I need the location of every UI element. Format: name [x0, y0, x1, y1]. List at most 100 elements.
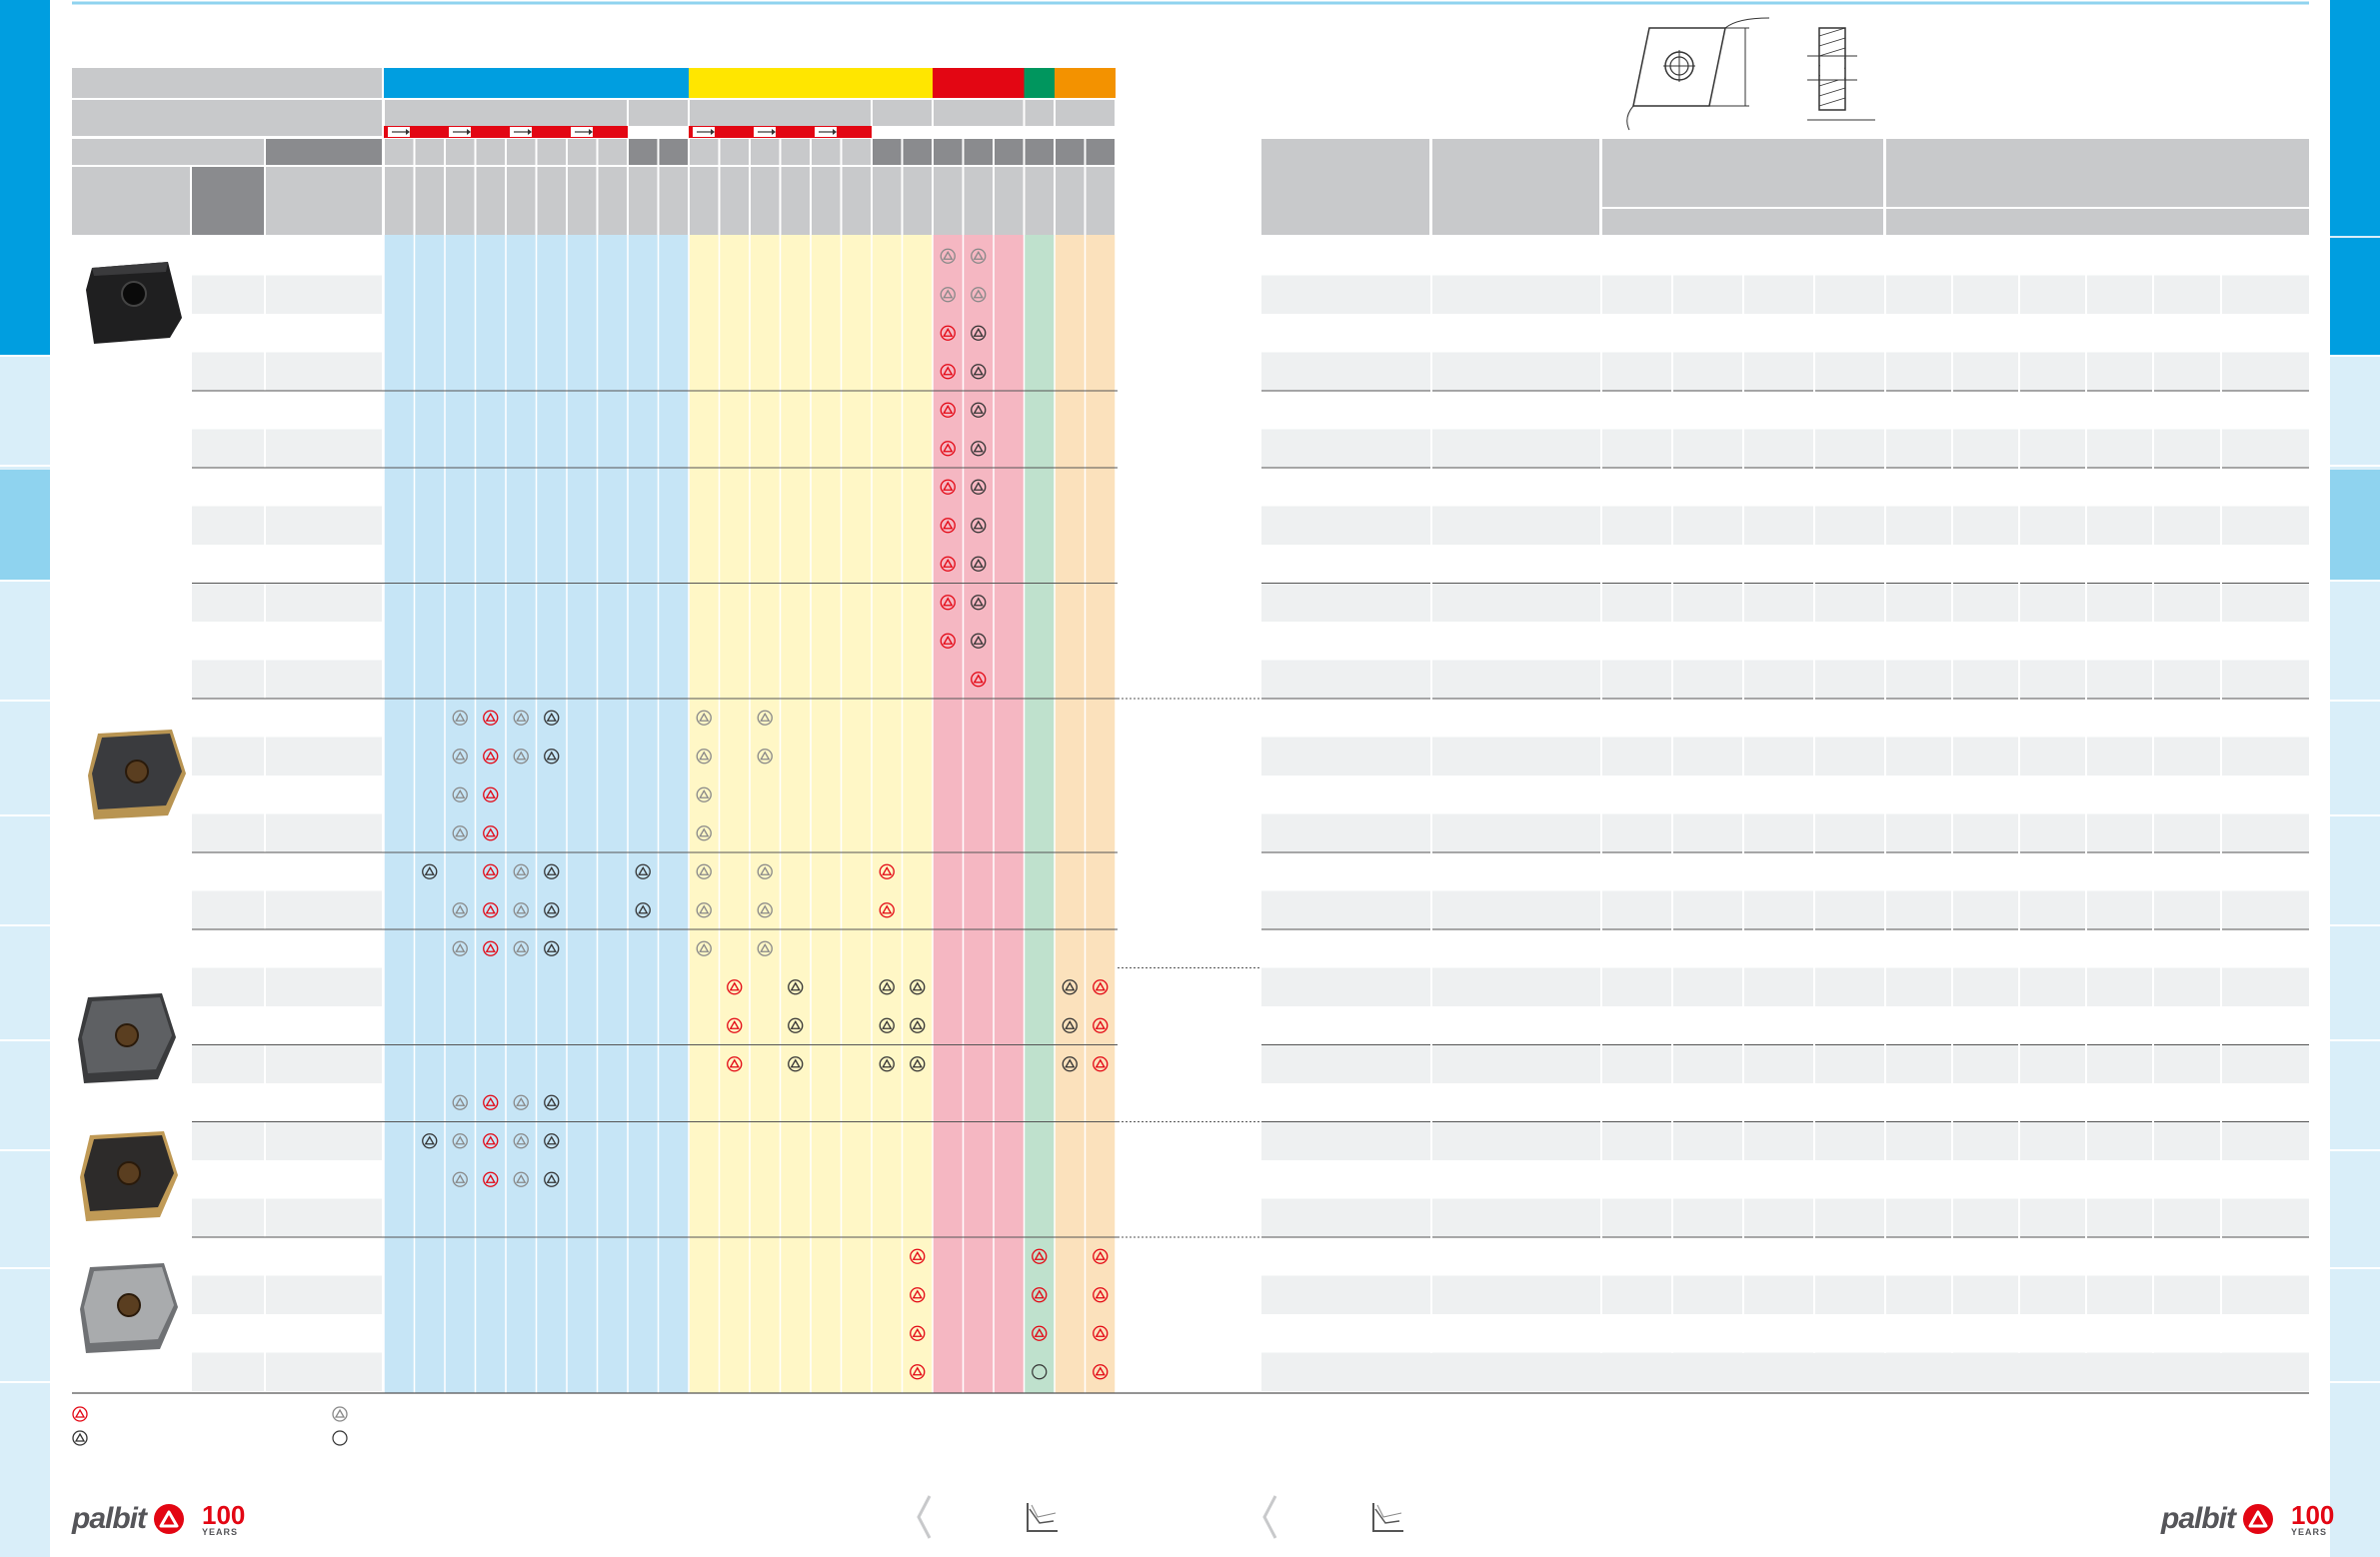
symbol-ring — [788, 1056, 804, 1072]
symbol-ring — [544, 902, 560, 918]
speed-feed-graph-icon[interactable] — [1024, 1501, 1060, 1535]
spec-row-stripe — [1261, 583, 2309, 622]
symbol-triangle — [1065, 981, 1076, 991]
arrow-head-icon — [406, 129, 410, 135]
symbol-triangle — [912, 1289, 923, 1299]
years-badge-right: 100 YEARS — [2291, 1502, 2334, 1537]
side-tab-right — [2330, 1269, 2380, 1381]
symbol-triangle — [912, 1327, 923, 1337]
red-triangle-grade-icon — [483, 940, 499, 956]
row-stripe — [192, 1275, 264, 1314]
red-triangle-grade-icon — [940, 633, 956, 649]
symbol-ring — [544, 940, 560, 956]
side-tab-left — [0, 237, 50, 355]
symbol-ring — [971, 402, 987, 418]
row-stripe — [266, 1275, 382, 1314]
insert-hole — [117, 1293, 141, 1317]
symbol-triangle — [485, 751, 496, 761]
arrow-head-icon — [589, 129, 593, 135]
symbol-ring — [879, 1017, 895, 1033]
symbol-triangle — [485, 904, 496, 914]
gray-triangle-grade-icon — [452, 825, 468, 841]
grade-header-cell — [598, 167, 627, 235]
red-triangle-grade-icon — [940, 325, 956, 341]
symbol-ring — [483, 1171, 499, 1187]
header-band — [266, 167, 382, 235]
code-header-cell — [476, 139, 505, 165]
symbol-ring — [757, 863, 773, 879]
row-stripe — [266, 967, 382, 1006]
material-group-header — [1055, 68, 1116, 98]
spec-row-stripe — [1261, 1121, 2309, 1160]
material-group-header — [384, 68, 689, 98]
gray-triangle-grade-icon — [513, 749, 529, 765]
symbol-triangle — [973, 404, 984, 414]
code-header-cell — [659, 139, 688, 165]
symbol-ring — [910, 1056, 926, 1072]
black-triangle-grade-icon — [910, 1017, 926, 1033]
cnmg-insert-silver-image — [80, 1263, 178, 1353]
symbol-ring — [483, 825, 499, 841]
symbol-ring — [788, 979, 804, 995]
black-triangle-grade-icon — [971, 479, 987, 495]
spec-row-stripe — [1261, 352, 2309, 391]
symbol-triangle — [943, 558, 954, 568]
gray-triangle-grade-icon — [757, 940, 773, 956]
symbol-ring — [513, 902, 529, 918]
spec-row-stripe — [1261, 813, 2309, 852]
prev-page-arrow-icon-2[interactable] — [1261, 1494, 1277, 1540]
black-triangle-grade-icon — [971, 556, 987, 572]
spec-row-stripe — [1261, 737, 2309, 776]
symbol-ring — [452, 710, 468, 726]
symbol-triangle — [485, 827, 496, 837]
symbol-triangle — [516, 942, 527, 952]
symbol-ring — [940, 402, 956, 418]
red-triangle-grade-icon — [483, 902, 499, 918]
insert-dimension-drawing — [1626, 17, 1770, 131]
symbol-triangle — [973, 366, 984, 376]
grade-header-cell — [781, 167, 810, 235]
side-tab-right — [2330, 702, 2380, 814]
row-stripe — [192, 506, 264, 545]
row-stripe — [266, 737, 382, 776]
symbol-ring — [483, 1133, 499, 1149]
symbol-ring — [483, 940, 499, 956]
symbol-triangle — [516, 712, 527, 722]
row-stripe — [192, 890, 264, 929]
symbol-ring — [788, 1017, 804, 1033]
side-tab-left — [0, 1151, 50, 1267]
symbol-ring — [879, 1056, 895, 1072]
prev-page-arrow-icon[interactable] — [916, 1494, 932, 1540]
red-triangle-grade-icon — [940, 518, 956, 534]
spec-header-cell — [1885, 209, 2309, 235]
speed-feed-graph-icon-2[interactable] — [1369, 1501, 1405, 1535]
symbol-triangle — [1065, 1058, 1076, 1068]
brand-name: palbit — [72, 1502, 147, 1535]
grade-header-cell — [995, 167, 1024, 235]
spec-header-cell — [1601, 139, 1883, 207]
symbol-ring — [452, 749, 468, 765]
gray-triangle-grade-icon — [332, 1406, 348, 1422]
grade-header-cell — [446, 167, 475, 235]
insert-hole — [115, 1023, 139, 1047]
cnmg-insert-gray-image — [78, 993, 176, 1083]
symbol-ring — [483, 863, 499, 879]
symbol-triangle — [943, 597, 954, 607]
symbol-ring — [452, 940, 468, 956]
black-triangle-grade-icon — [544, 940, 560, 956]
red-triangle-grade-icon — [1032, 1325, 1048, 1341]
symbol-triangle — [1095, 1289, 1106, 1299]
red-triangle-grade-icon — [483, 786, 499, 802]
grade-header-cell — [964, 167, 993, 235]
symbol-triangle — [546, 1135, 557, 1145]
symbol-triangle — [760, 865, 771, 875]
side-tab-right — [2330, 1041, 2380, 1149]
red-triangle-grade-icon — [940, 364, 956, 380]
symbol-ring — [696, 940, 712, 956]
symbol-ring — [422, 863, 438, 879]
symbol-triangle — [485, 1135, 496, 1145]
symbol-ring — [696, 786, 712, 802]
symbol-triangle — [455, 942, 466, 952]
black-triangle-grade-icon — [971, 325, 987, 341]
